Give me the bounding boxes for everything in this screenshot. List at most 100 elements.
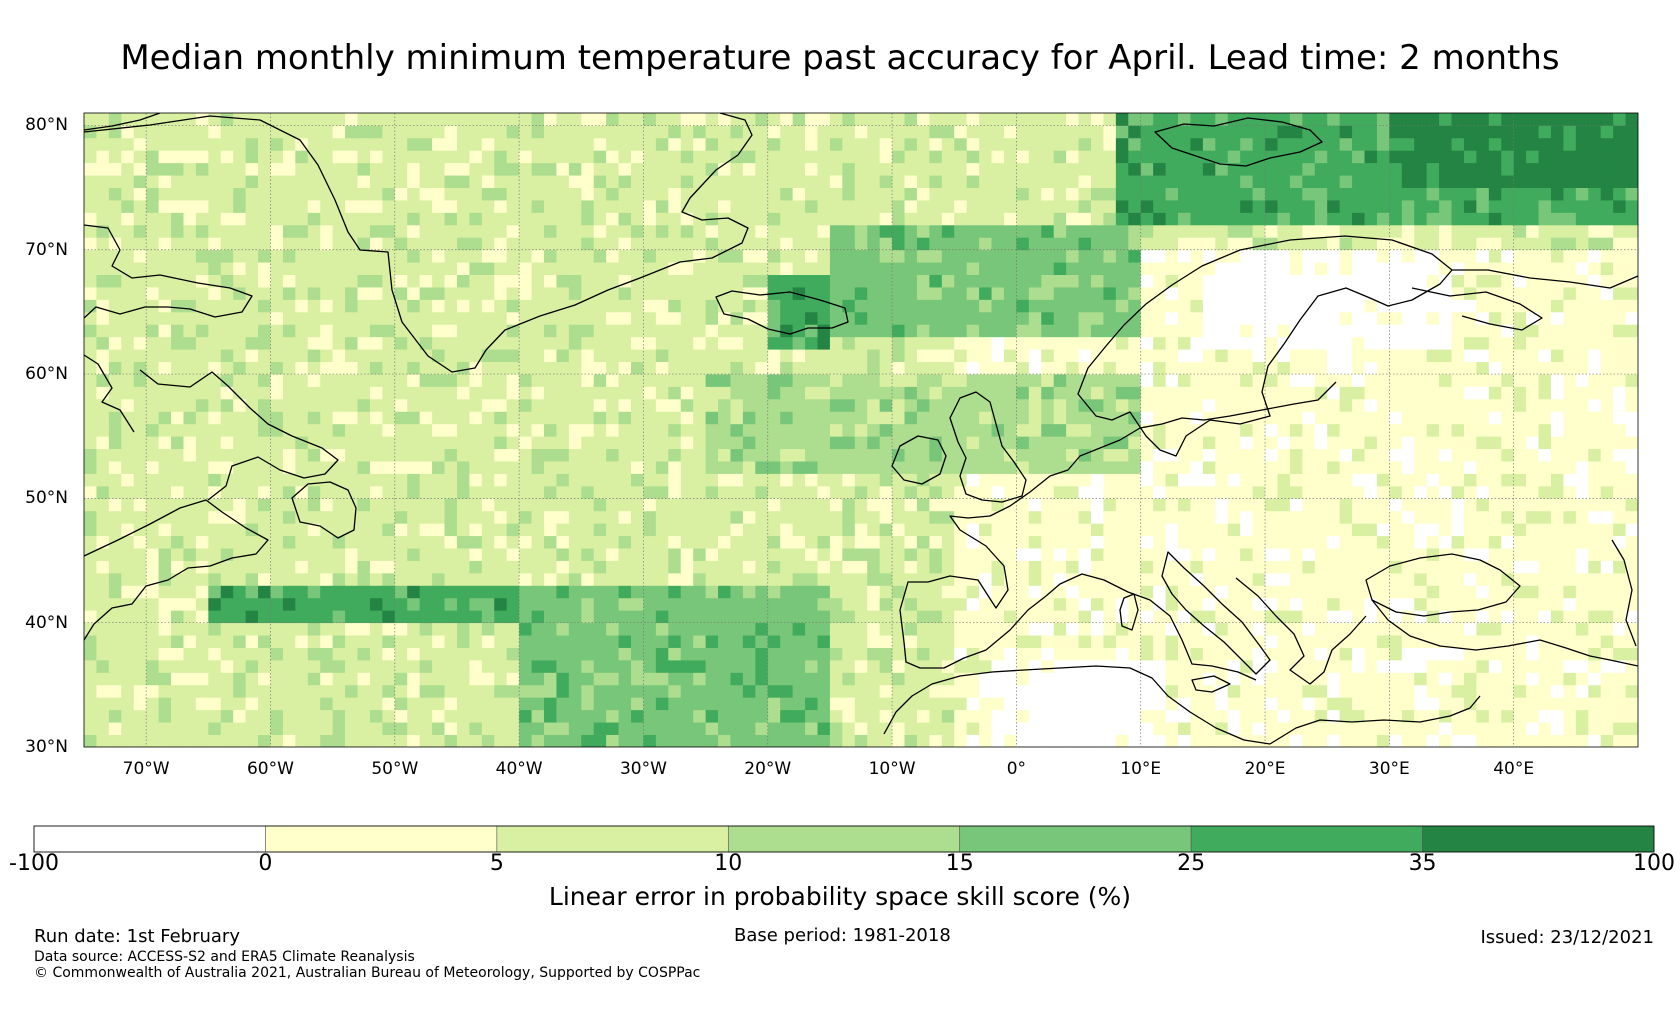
skill-cell bbox=[1376, 684, 1390, 698]
skill-cell bbox=[1165, 249, 1179, 263]
skill-cell bbox=[1252, 610, 1266, 624]
skill-cell bbox=[1265, 436, 1278, 450]
skill-cell bbox=[854, 485, 868, 499]
skill-cell bbox=[320, 535, 334, 549]
skill-cell bbox=[718, 572, 731, 586]
skill-cell bbox=[1140, 274, 1154, 288]
skill-cell bbox=[1414, 274, 1428, 288]
skill-cell bbox=[1140, 361, 1154, 375]
skill-cell bbox=[755, 436, 769, 450]
skill-cell bbox=[332, 386, 346, 400]
skill-cell bbox=[444, 349, 458, 363]
skill-cell bbox=[469, 311, 483, 325]
skill-cell bbox=[369, 262, 383, 276]
skill-cell bbox=[133, 697, 147, 711]
skill-cell bbox=[1178, 473, 1191, 487]
skill-cell bbox=[767, 635, 781, 648]
skill-cell bbox=[407, 659, 421, 673]
skill-cell bbox=[1575, 324, 1589, 338]
skill-cell bbox=[979, 249, 992, 263]
skill-cell bbox=[618, 299, 632, 313]
skill-cell bbox=[456, 374, 470, 387]
skill-cell bbox=[494, 610, 508, 624]
skill-cell bbox=[108, 311, 122, 325]
skill-cell bbox=[369, 585, 383, 599]
skill-cell bbox=[394, 473, 408, 487]
skill-cell bbox=[693, 672, 706, 686]
skill-cell bbox=[705, 398, 719, 412]
skill-cell bbox=[1501, 672, 1515, 686]
skill-cell bbox=[1613, 262, 1626, 276]
skill-cell bbox=[1501, 734, 1515, 747]
skill-cell bbox=[991, 709, 1005, 723]
skill-cell bbox=[481, 734, 495, 747]
skill-cell bbox=[655, 622, 669, 636]
skill-cell bbox=[805, 585, 818, 599]
skill-cell bbox=[1563, 659, 1577, 673]
skill-cell bbox=[220, 535, 234, 549]
skill-cell bbox=[1488, 374, 1502, 387]
skill-cell bbox=[1115, 448, 1129, 462]
skill-cell bbox=[84, 510, 97, 524]
skill-cell bbox=[1501, 398, 1515, 412]
skill-cell bbox=[1538, 548, 1552, 561]
skill-cell bbox=[817, 336, 831, 350]
skill-cell bbox=[668, 523, 682, 537]
skill-cell bbox=[581, 597, 595, 611]
skill-cell bbox=[668, 510, 682, 524]
skill-cell bbox=[1227, 473, 1241, 487]
skill-cell bbox=[1352, 734, 1365, 747]
skill-cell bbox=[1426, 398, 1440, 412]
skill-cell bbox=[1066, 523, 1079, 537]
skill-cell bbox=[892, 436, 905, 450]
skill-cell bbox=[1252, 635, 1266, 648]
skill-cell bbox=[407, 423, 421, 437]
skill-cell bbox=[767, 461, 781, 474]
skill-cell bbox=[158, 324, 172, 338]
skill-cell bbox=[606, 336, 619, 350]
skill-cell bbox=[941, 349, 955, 363]
skill-cell bbox=[345, 548, 358, 561]
skill-cell bbox=[556, 560, 570, 574]
skill-cell bbox=[991, 647, 1005, 661]
skill-cell bbox=[96, 597, 110, 611]
skill-cell bbox=[1314, 610, 1328, 624]
skill-cell bbox=[84, 610, 97, 624]
skill-cell bbox=[1575, 535, 1589, 549]
skill-cell bbox=[1538, 523, 1552, 537]
skill-cell bbox=[133, 523, 147, 537]
skill-cell bbox=[631, 672, 644, 686]
skill-cell bbox=[258, 461, 271, 474]
skill-cell bbox=[1190, 610, 1204, 624]
skill-cell bbox=[382, 311, 396, 325]
skill-cell bbox=[183, 548, 197, 561]
skill-cell bbox=[1352, 311, 1365, 325]
skill-cell bbox=[929, 311, 943, 325]
skill-cell bbox=[270, 287, 284, 300]
skill-cell bbox=[1140, 548, 1154, 561]
skill-cell bbox=[780, 498, 794, 512]
skill-cell bbox=[332, 448, 346, 462]
skill-cell bbox=[1339, 423, 1353, 437]
skill-cell bbox=[531, 262, 545, 276]
skill-cell bbox=[183, 262, 197, 276]
skill-cell bbox=[1439, 523, 1452, 537]
skill-cell bbox=[1090, 287, 1104, 300]
skill-cell bbox=[1625, 510, 1638, 524]
skill-cell bbox=[1513, 535, 1527, 549]
skill-cell bbox=[1575, 722, 1589, 735]
skill-cell bbox=[1513, 610, 1527, 624]
skill-cell bbox=[494, 311, 508, 325]
skill-cell bbox=[1314, 274, 1328, 288]
skill-cell bbox=[693, 647, 706, 661]
skill-cell bbox=[1563, 622, 1577, 636]
skill-cell bbox=[1376, 548, 1390, 561]
skill-cell bbox=[568, 461, 582, 474]
skill-cell bbox=[718, 510, 731, 524]
skill-cell bbox=[1352, 423, 1365, 437]
skill-cell bbox=[1550, 647, 1564, 661]
skill-cell bbox=[394, 249, 408, 263]
skill-cell bbox=[245, 722, 259, 735]
skill-cell bbox=[693, 311, 706, 325]
skill-cell bbox=[1513, 311, 1527, 325]
